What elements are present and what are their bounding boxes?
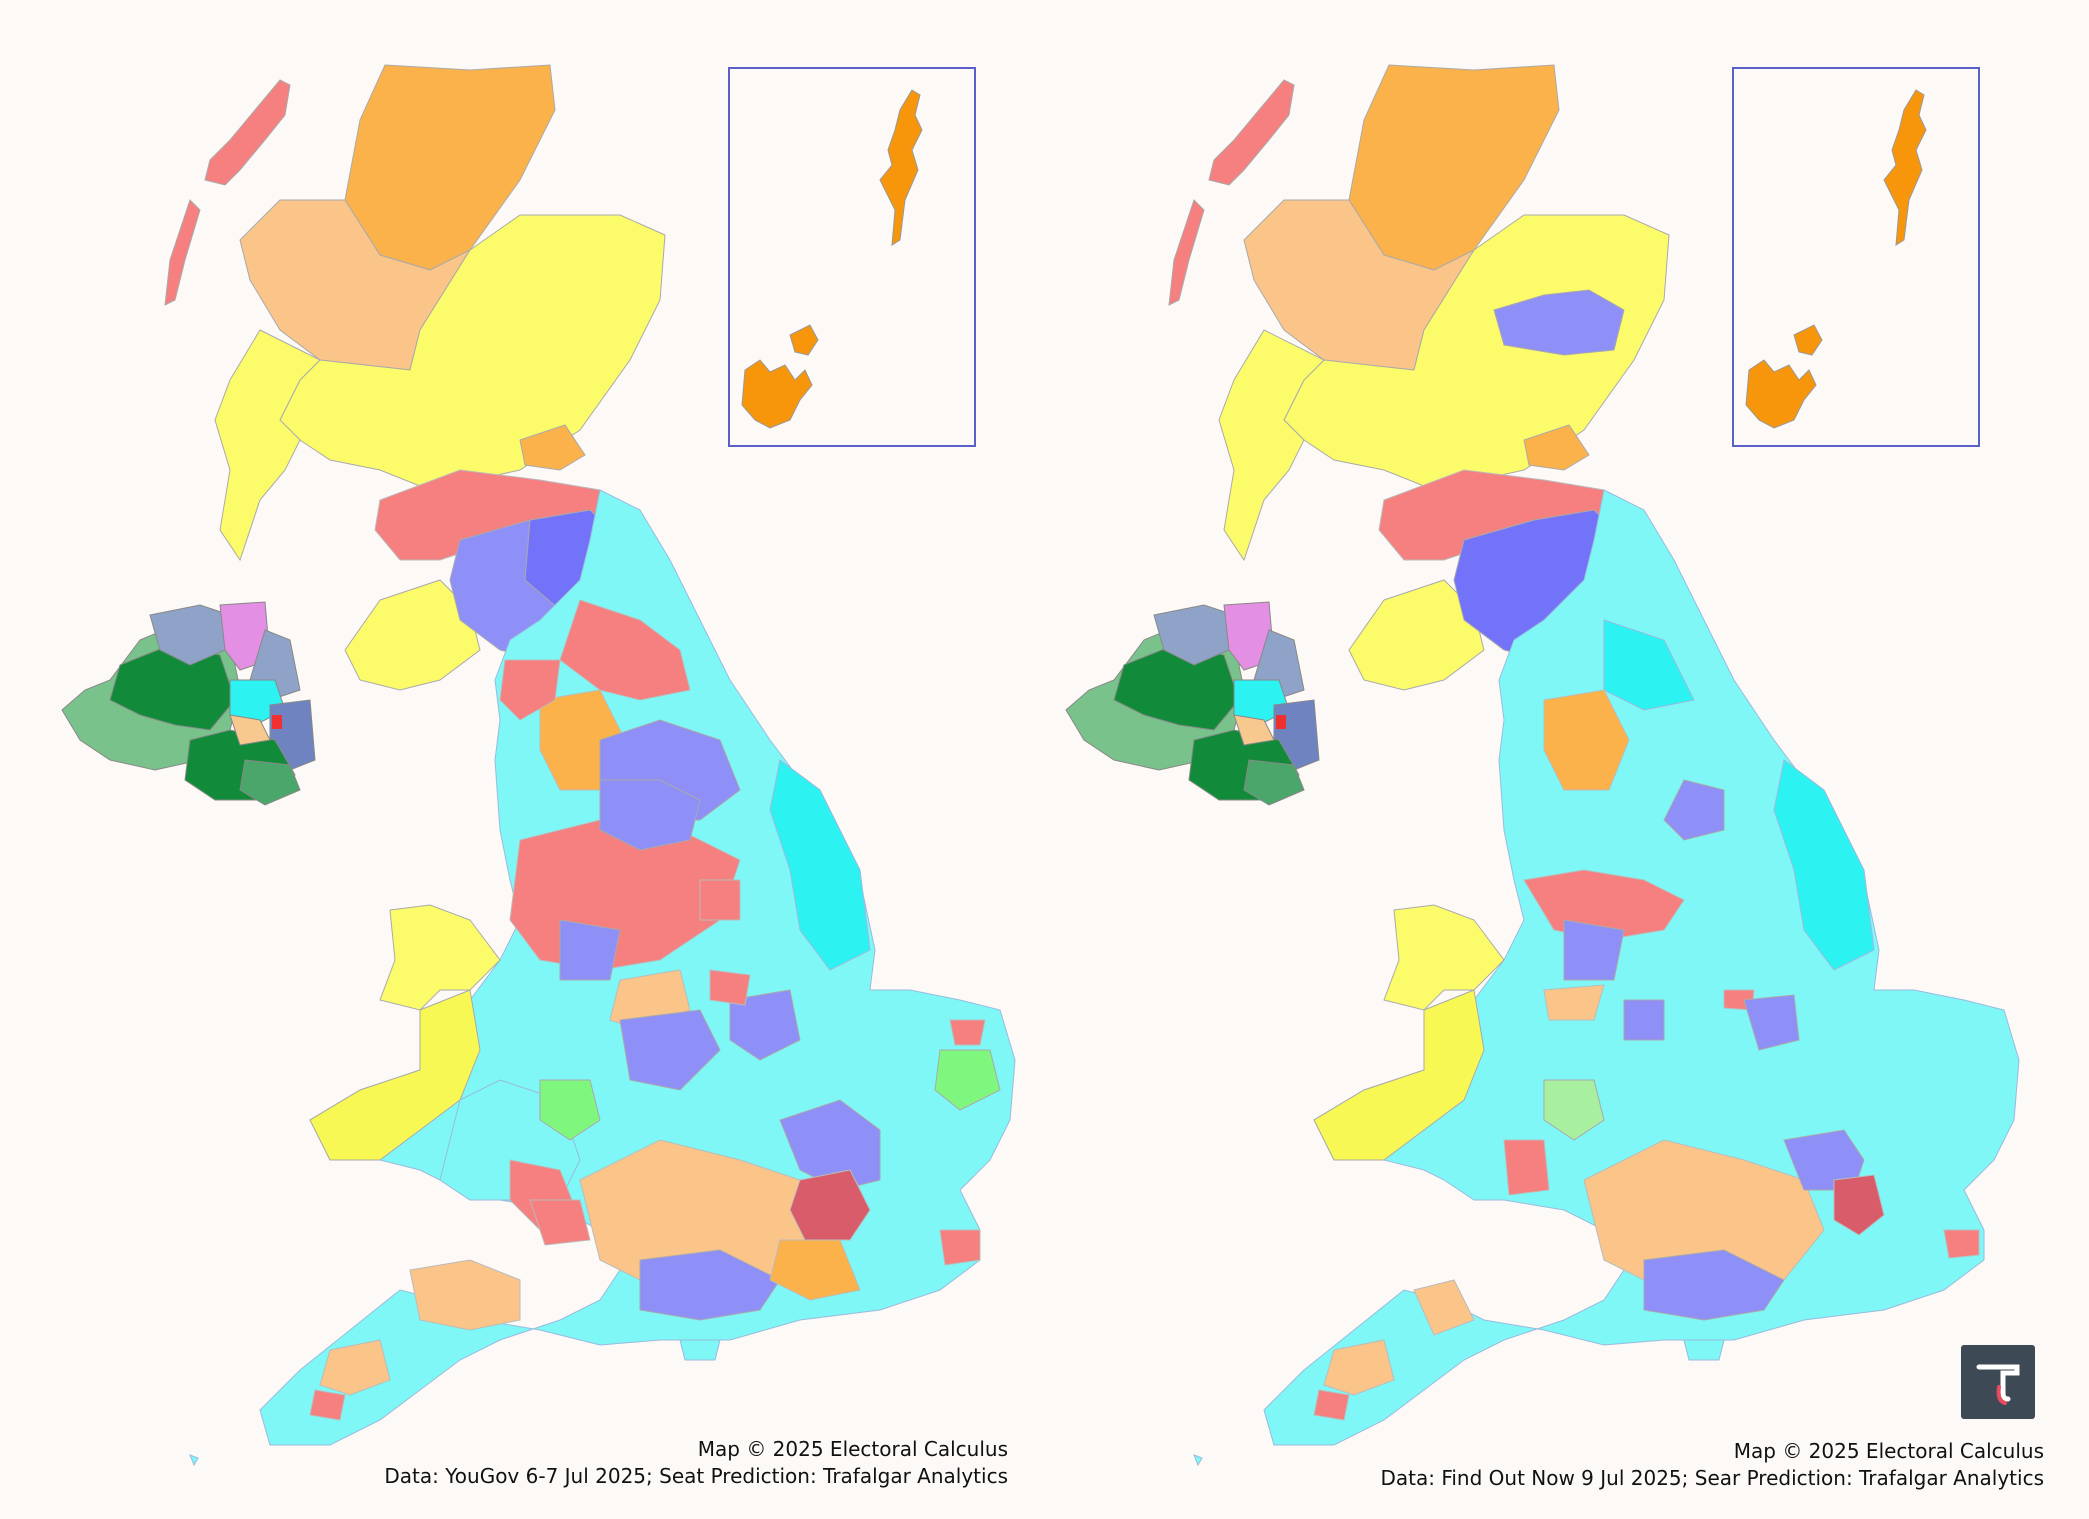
shetland-islands [1883, 89, 1927, 246]
cheshire-conservative [1563, 919, 1625, 981]
orkney-islands [741, 359, 813, 429]
surrey-libdem [769, 1239, 861, 1301]
home-counties-conservative [1783, 1129, 1865, 1191]
scotland-central-east [279, 214, 666, 491]
midlands-labour [619, 1009, 721, 1091]
cumbria-labour [499, 659, 561, 721]
yorkshire-conservative [1663, 779, 1725, 841]
uk-constituency-map-findoutnow [1065, 64, 2020, 1467]
lincolnshire-reform [769, 759, 871, 971]
bristol-labour [1503, 1139, 1550, 1196]
midlands-conservative [1623, 999, 1665, 1041]
ni-south-down [239, 759, 301, 806]
wales-west-plaid [1313, 989, 1485, 1161]
england-reform-base [1263, 489, 2020, 1446]
derbyshire-libdem [1543, 984, 1605, 1021]
western-isles [164, 79, 291, 306]
south-conservative-belt [1643, 1249, 1785, 1321]
ni-red-seat [1276, 715, 1286, 729]
cornwall-libdem [319, 1339, 391, 1396]
scotland-argyll [1218, 329, 1325, 562]
pennines-conservative [599, 779, 701, 851]
east-lothian-libdem [1523, 424, 1590, 471]
yorkshire-libdem [699, 879, 741, 921]
norfolk-green [934, 1049, 1001, 1111]
shetland-orkney-inset-frame [728, 67, 976, 447]
wales-north-plaid [379, 904, 501, 1011]
lincolnshire-reform [1773, 759, 1875, 971]
trafalgar-analytics-logo-icon [1961, 1345, 2035, 1419]
birmingham-conservative [729, 989, 801, 1061]
home-counties-conservative [779, 1099, 881, 1191]
ni-south-down [1243, 759, 1305, 806]
kent-labour [939, 1229, 981, 1266]
bristol-labour [529, 1199, 591, 1246]
norwich-labour [949, 1019, 986, 1046]
devon-libdem [409, 1259, 521, 1331]
map-credits-left: Map © 2025 Electoral Calculus Data: YouG… [384, 1436, 1008, 1490]
ni-alliance [229, 714, 271, 746]
shetland-orkney-inset-frame [1732, 67, 1980, 447]
cornwall-libdem [1323, 1339, 1395, 1396]
uk-constituency-map-yougov [61, 64, 1016, 1467]
aberdeenshire-conservative [1493, 289, 1625, 356]
orkney-islands-north [789, 324, 819, 356]
map-credits-right: Map © 2025 Electoral Calculus Data: Find… [1380, 1438, 2044, 1492]
scotland-southwest [344, 579, 481, 691]
map-panel-left: Map © 2025 Electoral Calculus Data: YouG… [0, 0, 1044, 1519]
ni-alliance [1233, 714, 1275, 746]
data-source: Data: YouGov 6-7 Jul 2025; Seat Predicti… [384, 1464, 1008, 1488]
map-panel-right: Map © 2025 Electoral Calculus Data: Find… [1004, 0, 2048, 1519]
orkney-islands-north [1793, 324, 1823, 356]
herefordshire-green [539, 1079, 601, 1141]
north-east-reform [1603, 619, 1695, 711]
london-labour [789, 1169, 871, 1241]
kent-labour [1943, 1229, 1980, 1259]
wales-north-plaid [1383, 904, 1505, 1011]
east-lothian-libdem [519, 424, 586, 471]
scotland-southwest [1348, 579, 1485, 691]
plymouth-labour [309, 1389, 346, 1421]
devon-libdem [1413, 1279, 1475, 1336]
isle-of-wight [1683, 1339, 1725, 1361]
south-conservative-belt [639, 1249, 781, 1321]
scotland-argyll [214, 329, 321, 562]
western-isles [1168, 79, 1295, 306]
cumbria-libdem [1543, 689, 1630, 791]
shetland-islands [879, 89, 923, 246]
map-copyright: Map © 2025 Electoral Calculus [1733, 1439, 2044, 1463]
north-east-labour [559, 599, 691, 701]
birmingham-conservative [1743, 994, 1800, 1051]
orkney-islands [1745, 359, 1817, 429]
isle-of-wight [679, 1339, 721, 1361]
herefordshire-green [1543, 1079, 1605, 1141]
leicester-labour [709, 969, 751, 1006]
ni-red-seat [272, 715, 282, 729]
cheshire-conservative [559, 919, 621, 981]
london-labour [1833, 1174, 1885, 1236]
plymouth-labour [1313, 1389, 1350, 1421]
data-source: Data: Find Out Now 9 Jul 2025; Sear Pred… [1380, 1466, 2044, 1490]
wales-west-plaid [309, 989, 481, 1161]
scilly-isles [189, 1454, 199, 1467]
scilly-isles [1193, 1454, 1203, 1467]
scotland-central-east [1283, 214, 1670, 491]
map-copyright: Map © 2025 Electoral Calculus [697, 1437, 1008, 1461]
